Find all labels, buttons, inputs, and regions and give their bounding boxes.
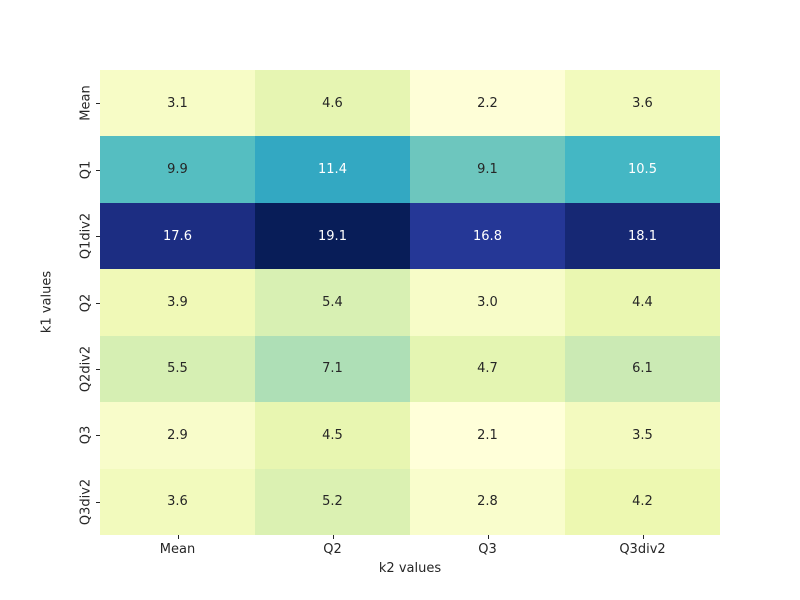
- y-tick-label: Q1: [78, 160, 94, 179]
- heatmap-cell: 4.5: [255, 402, 410, 469]
- heatmap-cell: 5.2: [255, 468, 410, 535]
- heatmap-cell: 4.4: [565, 269, 720, 336]
- y-tick-mark: [96, 501, 100, 503]
- x-tick-label: Q3div2: [619, 542, 666, 557]
- heatmap-cell: 17.6: [100, 202, 255, 270]
- heatmap-cell: 6.1: [565, 335, 720, 403]
- y-axis-label: k1 values: [39, 270, 55, 334]
- y-tick-label: Q3: [78, 426, 94, 445]
- y-tick-label: Q3div2: [78, 478, 94, 525]
- x-tick-mark: [642, 535, 644, 539]
- heatmap-cell: 3.6: [100, 468, 255, 535]
- y-tick-label: Q2div2: [78, 345, 94, 393]
- heatmap-cell: 3.0: [410, 269, 565, 336]
- y-tick-mark: [96, 169, 100, 171]
- heatmap-cell: 11.4: [255, 136, 410, 203]
- y-tick-label: Q1div2: [78, 212, 94, 260]
- y-tick-mark: [96, 103, 100, 105]
- heatmap-cell: 3.1: [100, 70, 255, 137]
- heatmap-cell: 19.1: [255, 202, 410, 270]
- y-tick-label: Q2: [78, 293, 94, 312]
- heatmap-cell: 5.4: [255, 269, 410, 336]
- heatmap-cell: 3.5: [565, 402, 720, 469]
- y-tick-mark: [96, 236, 100, 238]
- heatmap-cell: 5.5: [100, 335, 255, 403]
- heatmap-cell: 9.1: [410, 136, 565, 203]
- y-tick-label: Mean: [78, 85, 94, 121]
- heatmap-cell: 2.9: [100, 402, 255, 469]
- x-tick-mark: [487, 535, 489, 539]
- x-tick-label: Mean: [159, 542, 196, 557]
- y-tick-mark: [96, 368, 100, 370]
- heatmap-cell: 4.2: [565, 468, 720, 535]
- heatmap-cell: 16.8: [410, 202, 565, 270]
- heatmap-plot-area: 3.1 4.6 2.2 3.6 9.9 11.4 9.1 10.5 17.6 19.1 16.8 18…: [100, 70, 720, 535]
- heatmap-cell: 7.1: [255, 335, 410, 403]
- x-tick-label: Q3: [478, 542, 497, 557]
- x-tick-mark: [177, 535, 179, 539]
- y-tick-mark: [96, 435, 100, 437]
- heatmap-cell: 2.8: [410, 468, 565, 535]
- x-tick-label: Q2: [323, 542, 342, 557]
- heatmap-cell: 4.7: [410, 335, 565, 403]
- x-axis-label: k2 values: [378, 561, 442, 576]
- heatmap-cell: 2.1: [410, 402, 565, 469]
- y-tick-mark: [96, 302, 100, 304]
- heatmap-cell: 2.2: [410, 70, 565, 137]
- heatmap-cell: 4.6: [255, 70, 410, 137]
- heatmap-cell: 10.5: [565, 136, 720, 203]
- heatmap-cell: 3.9: [100, 269, 255, 336]
- x-tick-mark: [332, 535, 334, 539]
- heatmap-cell: 9.9: [100, 136, 255, 203]
- heatmap-cell: 18.1: [565, 202, 720, 270]
- heatmap-cell: 3.6: [565, 70, 720, 137]
